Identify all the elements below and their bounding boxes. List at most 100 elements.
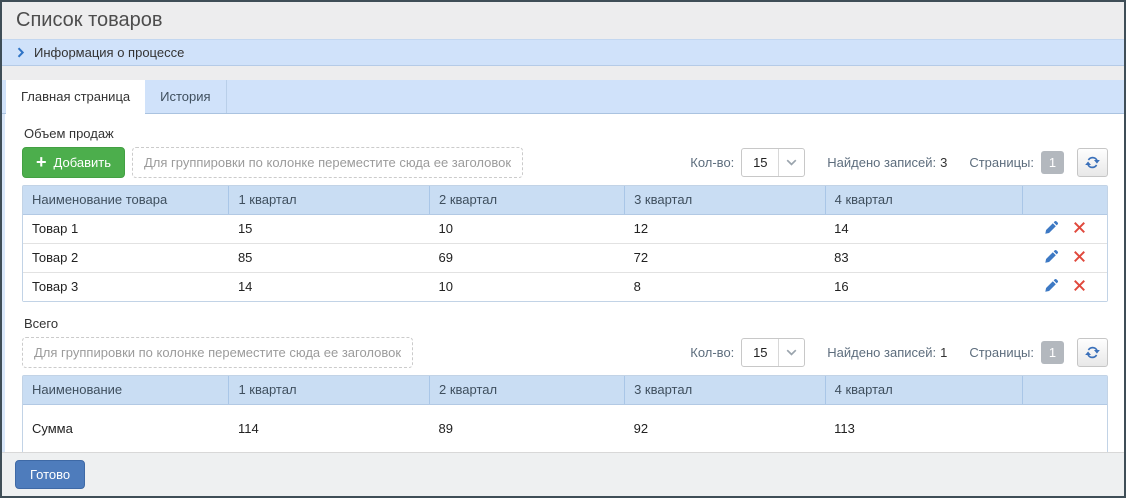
top-zone: Список товаров Информация о процессе	[2, 2, 1124, 80]
col-header-q2[interactable]: 2 квартал	[428, 376, 625, 405]
table-row[interactable]: Товар 1 15 10 12 14	[23, 214, 1107, 244]
sales-section-label: Объем продаж	[24, 126, 114, 141]
total-section-label: Всего	[24, 316, 59, 331]
cell-q2: 69	[429, 243, 625, 273]
col-header-q1[interactable]: 1 квартал	[228, 376, 430, 405]
cell-actions	[1022, 404, 1107, 452]
top-gap	[2, 66, 1124, 80]
delete-x-icon[interactable]	[1073, 250, 1086, 263]
cell-q1: 114	[228, 404, 430, 452]
cell-q4: 83	[825, 243, 1023, 273]
cell-q3: 92	[624, 404, 826, 452]
col-header-actions	[1021, 186, 1107, 215]
chevron-down-icon	[778, 149, 804, 176]
table-row[interactable]: Товар 2 85 69 72 83	[23, 243, 1107, 273]
cell-q1: 15	[228, 214, 430, 244]
total-group-dropzone[interactable]: Для группировки по колонке переместите с…	[22, 337, 414, 368]
pages-label: Страницы:	[969, 345, 1034, 360]
page-size-select[interactable]: 15	[741, 148, 806, 177]
chevron-down-icon	[778, 339, 804, 366]
cell-actions	[1022, 214, 1107, 244]
cell-q3: 8	[624, 272, 826, 301]
sales-header-row: Наименование товара 1 квартал 2 квартал …	[23, 186, 1107, 215]
page-size-value: 15	[753, 345, 768, 360]
page-title: Список товаров	[16, 9, 163, 31]
footer-bar: Готово	[2, 452, 1124, 496]
sales-toolbar: + Добавить Для группировки по колонке пе…	[22, 147, 1108, 178]
col-header-q2[interactable]: 2 квартал	[428, 186, 625, 215]
found-records-label: Найдено записей:	[827, 345, 937, 360]
page-size-value: 15	[753, 155, 768, 170]
edit-pencil-icon[interactable]	[1044, 278, 1059, 293]
found-records-value: 1	[940, 345, 948, 360]
table-row[interactable]: Товар 3 14 10 8 16	[23, 272, 1107, 301]
total-toolbar-right: Кол-во: 15 Найдено записей: 1 Страницы: …	[690, 338, 1108, 367]
process-info-label: Информация о процессе	[34, 45, 185, 60]
pages-label: Страницы:	[969, 155, 1034, 170]
tab-history-label: История	[160, 89, 211, 104]
title-bar: Список товаров	[2, 2, 1124, 39]
chevron-right-icon	[17, 47, 25, 58]
sales-toolbar-right: Кол-во: 15 Найдено записей: 3 Страницы: …	[690, 148, 1108, 177]
edit-pencil-icon[interactable]	[1044, 220, 1059, 235]
plus-icon: +	[36, 151, 47, 172]
tab-main-page-label: Главная страница	[21, 89, 131, 104]
edit-pencil-icon[interactable]	[1044, 249, 1059, 264]
col-header-product-name[interactable]: Наименование товара	[23, 186, 229, 215]
pages-group: Страницы: 1	[969, 151, 1064, 174]
cell-actions	[1022, 272, 1107, 301]
page-number-badge[interactable]: 1	[1041, 151, 1064, 174]
col-header-empty	[1021, 376, 1107, 405]
done-button[interactable]: Готово	[15, 460, 86, 489]
refresh-icon	[1084, 344, 1101, 361]
total-toolbar: Для группировки по колонке переместите с…	[22, 337, 1108, 368]
tab-main-page[interactable]: Главная страница	[6, 80, 146, 114]
found-records: Найдено записей: 3	[827, 155, 947, 170]
add-button[interactable]: + Добавить	[22, 147, 125, 178]
pages-group: Страницы: 1	[969, 341, 1064, 364]
col-header-q1[interactable]: 1 квартал	[228, 186, 430, 215]
cell-q4: 14	[825, 214, 1023, 244]
col-header-q4[interactable]: 4 квартал	[824, 186, 1023, 215]
table-row[interactable]: Сумма 114 89 92 113	[23, 404, 1107, 452]
sales-group-dropzone[interactable]: Для группировки по колонке переместите с…	[131, 147, 524, 178]
cell-q2: 10	[429, 272, 625, 301]
cell-product-name: Товар 2	[23, 243, 229, 273]
refresh-icon	[1084, 154, 1101, 171]
cell-q1: 14	[228, 272, 430, 301]
tab-strip: Главная страница История	[2, 80, 1124, 114]
process-info-expander[interactable]: Информация о процессе	[2, 39, 1124, 66]
sales-grid: Наименование товара 1 квартал 2 квартал …	[22, 185, 1108, 302]
col-header-q4[interactable]: 4 квартал	[824, 376, 1023, 405]
tab-content: Объем продаж + Добавить Для группировки …	[2, 114, 1124, 452]
page-number-badge[interactable]: 1	[1041, 341, 1064, 364]
cell-q1: 85	[228, 243, 430, 273]
col-header-q3[interactable]: 3 квартал	[624, 186, 826, 215]
cell-product-name: Товар 3	[23, 272, 229, 301]
cell-q2: 89	[429, 404, 625, 452]
total-header-row: Наименование 1 квартал 2 квартал 3 кварт…	[23, 376, 1107, 405]
delete-x-icon[interactable]	[1073, 221, 1086, 234]
found-records-label: Найдено записей:	[827, 155, 937, 170]
page-size-select[interactable]: 15	[741, 338, 806, 367]
col-header-name[interactable]: Наименование	[23, 376, 229, 405]
count-label: Кол-во:	[690, 345, 735, 360]
cell-actions	[1022, 243, 1107, 273]
cell-q3: 72	[624, 243, 826, 273]
cell-q2: 10	[429, 214, 625, 244]
total-grid: Наименование 1 квартал 2 квартал 3 кварт…	[22, 375, 1108, 452]
cell-name: Сумма	[23, 404, 229, 452]
cell-q4: 16	[825, 272, 1023, 301]
add-button-label: Добавить	[53, 155, 111, 170]
refresh-button[interactable]	[1077, 338, 1108, 367]
col-header-q3[interactable]: 3 квартал	[624, 376, 826, 405]
refresh-button[interactable]	[1077, 148, 1108, 177]
tab-history[interactable]: История	[145, 80, 227, 113]
cell-q4: 113	[825, 404, 1023, 452]
cell-q3: 12	[624, 214, 826, 244]
count-label: Кол-во:	[690, 155, 735, 170]
found-records: Найдено записей: 1	[827, 345, 947, 360]
delete-x-icon[interactable]	[1073, 279, 1086, 292]
found-records-value: 3	[940, 155, 948, 170]
